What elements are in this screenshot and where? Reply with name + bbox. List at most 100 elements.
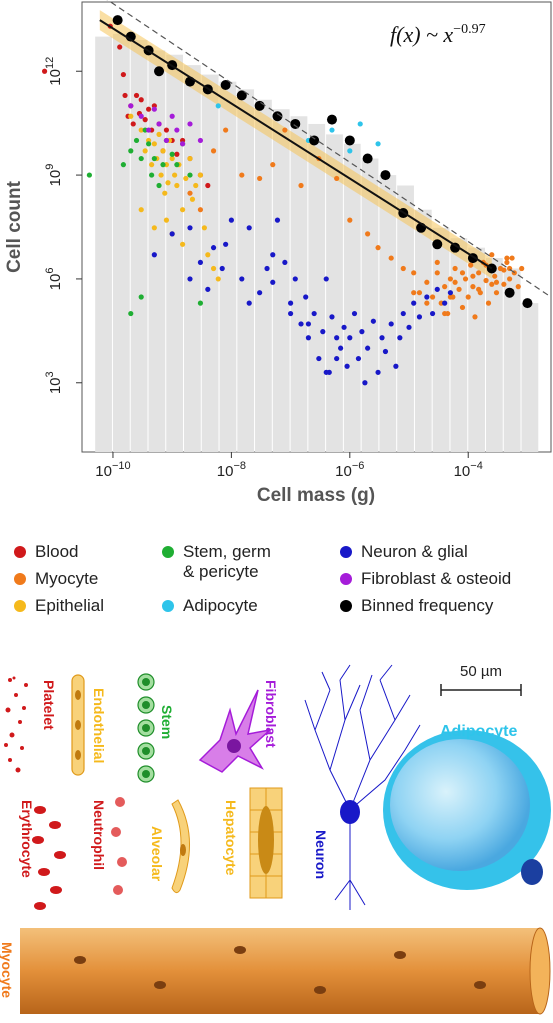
neuron-glial-point xyxy=(362,380,368,386)
neuron-glial-point xyxy=(382,348,389,355)
legend-swatch xyxy=(340,546,352,558)
fibroblast-osteoid-point xyxy=(156,121,162,127)
myocyte-point xyxy=(493,290,500,296)
myocyte-point xyxy=(476,270,482,276)
adipocyte-point xyxy=(215,103,221,109)
neuron-glial-point xyxy=(316,355,322,362)
neuron-glial-point xyxy=(344,363,350,369)
neuron-glial-point xyxy=(370,318,376,324)
neuron-glial-point xyxy=(197,259,204,266)
binned-frequency-point xyxy=(522,298,533,309)
neuron-glial-point xyxy=(411,300,417,306)
legend-item: Epithelial xyxy=(14,596,104,616)
fibroblast-osteoid-point xyxy=(174,127,180,133)
binned-frequency-point xyxy=(290,118,301,129)
myocyte-point xyxy=(239,172,245,178)
blood-point xyxy=(142,117,148,123)
legend-item: Fibroblast & osteoid xyxy=(340,569,511,589)
stem-germ-pericyte-point xyxy=(174,162,180,168)
neuron-glial-point xyxy=(223,241,229,247)
neuron-glial-point xyxy=(274,217,281,223)
epithelial-point xyxy=(128,113,134,119)
epithelial-point xyxy=(201,225,207,231)
neuron-glial-point xyxy=(323,276,329,282)
neuron-glial-point xyxy=(305,321,312,327)
epithelial-point xyxy=(169,155,175,162)
legend-swatch xyxy=(14,600,26,612)
epithelial-point xyxy=(172,172,178,178)
stem-label: Stem xyxy=(159,705,175,739)
myocyte-point xyxy=(459,304,466,311)
myocyte-point xyxy=(298,182,304,189)
fibroblast-osteoid-point xyxy=(138,113,144,119)
neuron-glial-point xyxy=(292,276,298,282)
binned-frequency-point xyxy=(309,135,320,146)
neuron-glial-point xyxy=(187,225,193,231)
stem-germ-pericyte-point xyxy=(128,148,134,154)
histogram-bars xyxy=(95,33,539,453)
myocyte-point xyxy=(472,314,478,320)
binned-frequency-point xyxy=(272,111,283,122)
blood-point xyxy=(174,151,180,157)
myocyte-point xyxy=(504,255,510,261)
fibroblast-osteoid-point xyxy=(146,127,152,133)
legend-item: Neuron & glial xyxy=(340,542,468,562)
adipocyte-point xyxy=(347,148,353,154)
myocyte-point xyxy=(429,294,436,300)
legend-swatch xyxy=(14,546,26,558)
stem-cells xyxy=(137,673,155,783)
cell-illustration: 50 µm Platelet Endothelial Stem Fibrobla… xyxy=(0,663,551,1015)
myocyte-point xyxy=(416,290,423,296)
myocyte-label: Myocyte xyxy=(0,942,15,998)
blood-point xyxy=(120,71,126,78)
histogram-bar xyxy=(148,50,166,453)
histogram-bar xyxy=(272,109,290,452)
x-tick-label: 10−8 xyxy=(217,460,246,480)
binned-frequency-point xyxy=(236,90,247,101)
myocyte-point xyxy=(465,294,471,300)
neuron-glial-point xyxy=(210,245,217,251)
myocyte-point xyxy=(424,300,430,306)
histogram-bar xyxy=(95,36,112,452)
scatter-chart: 10−10 10−8 10−6 10−4 103 106 109 1012 f(x) ~ x−… xyxy=(4,0,552,506)
neuron-glial-point xyxy=(393,363,399,369)
legend-label: Adipocyte xyxy=(183,596,258,615)
myocyte-point xyxy=(210,148,217,154)
x-tick-label: 10−10 xyxy=(95,460,130,480)
neuron-glial-point xyxy=(351,310,358,317)
histogram-bar xyxy=(414,209,432,452)
legend-item: Blood xyxy=(14,542,78,562)
histogram-bar xyxy=(397,185,414,452)
neuron-glial-point xyxy=(287,310,294,317)
binned-frequency-point xyxy=(254,100,265,111)
neuron-glial-point xyxy=(264,265,270,272)
stem-germ-pericyte-point xyxy=(133,137,140,144)
neuron-label: Neuron xyxy=(313,830,329,879)
stem-germ-pericyte-point xyxy=(156,182,162,189)
x-tick-label: 10−4 xyxy=(454,460,483,480)
blood-point xyxy=(133,92,140,99)
endothelial-cell xyxy=(71,674,85,776)
blood-point xyxy=(163,127,170,133)
histogram-bar xyxy=(290,116,308,453)
binned-frequency-point xyxy=(112,15,123,26)
fibroblast-label: Fibroblast xyxy=(263,680,279,748)
neuron-glial-point xyxy=(320,329,326,335)
y-tick-label: 106 xyxy=(44,268,64,291)
neuron-glial-point xyxy=(169,231,175,237)
myocyte-point xyxy=(515,284,521,290)
legend-label: Myocyte xyxy=(35,569,99,588)
histogram-bar xyxy=(468,247,485,452)
hepatocyte-cells xyxy=(249,787,283,899)
myocyte-point xyxy=(442,310,448,317)
epithelial-point xyxy=(138,207,144,213)
neuron-glial-point xyxy=(379,335,385,341)
endothelial-label: Endothelial xyxy=(91,688,107,763)
y-tick-label: 1012 xyxy=(44,57,64,86)
myocyte-point xyxy=(509,255,515,261)
neuron-glial-point xyxy=(323,369,329,375)
blood-point xyxy=(130,121,136,127)
neutrophil-cells xyxy=(111,797,127,895)
epithelial-point xyxy=(142,148,148,154)
myocyte-point xyxy=(470,273,476,279)
